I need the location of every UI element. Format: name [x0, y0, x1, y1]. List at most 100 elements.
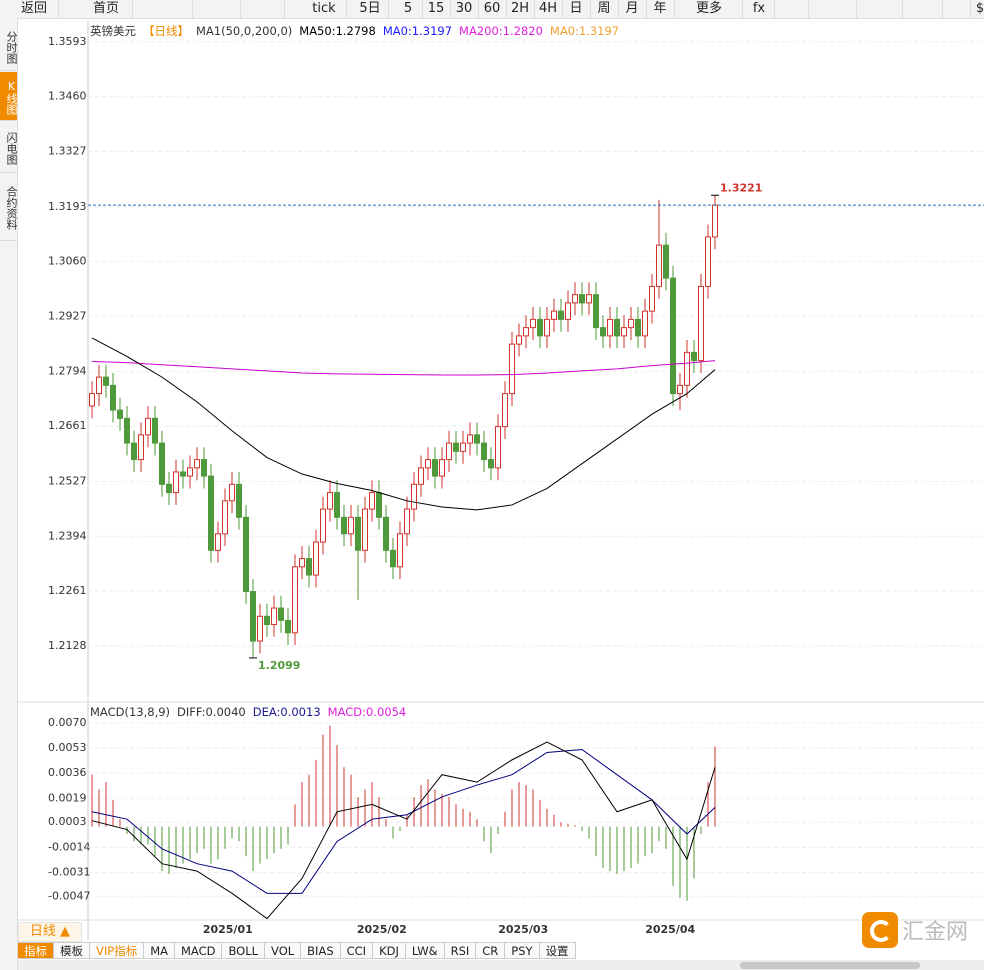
toolbar-button[interactable]: 日 [562, 0, 591, 18]
candle-body [110, 384, 116, 411]
indicator-tab[interactable]: 模板 [54, 942, 90, 959]
indicator-tabs: 指标 模板 VIP指标 MA MACD BOLL VOL BIAS CCI KDJ LW& RSI CR… [18, 942, 576, 959]
toolbar-button[interactable]: 5日 [352, 0, 389, 18]
side-tab[interactable]: 闪电图 [0, 122, 18, 173]
legend-item: MACD(13,8,9) [90, 705, 171, 719]
candle-body [544, 318, 550, 337]
candle-body [509, 343, 515, 395]
candle-body [572, 294, 578, 304]
candle-body [131, 442, 137, 461]
candle-body [166, 483, 172, 494]
toolbar-button[interactable]: $ [970, 0, 984, 18]
candle-body [271, 607, 277, 626]
side-tab[interactable]: K线图 [0, 72, 18, 121]
candle-body [460, 442, 466, 452]
candle-body [180, 471, 186, 477]
toolbar-button[interactable]: 周 [590, 0, 619, 18]
indicator-tab[interactable]: PSY [505, 942, 540, 959]
candle-body [467, 434, 473, 444]
toolbar-button[interactable]: 更多 [676, 0, 743, 18]
candle-body [278, 607, 284, 621]
toolbar-button[interactable]: 年 [646, 0, 675, 18]
candle-body [138, 434, 144, 461]
candle-body [642, 310, 648, 337]
x-tick-label: 2025/02 [357, 923, 407, 936]
candle-body [446, 442, 452, 461]
candle-body [96, 376, 102, 395]
toolbar-button[interactable]: 30 [450, 0, 479, 18]
diff-line [91, 741, 716, 920]
toolbar-icon[interactable] [914, 0, 943, 18]
candle-body [173, 471, 179, 494]
toolbar-icon[interactable] [828, 0, 857, 18]
toolbar-button[interactable]: tick [302, 0, 347, 18]
y-tick-label: 1.2128 [48, 639, 87, 652]
scrollbar [18, 960, 984, 970]
side-tab[interactable]: 分时图 [0, 22, 18, 71]
candle-body [607, 318, 613, 337]
toolbar-button[interactable]: 返回 [10, 0, 59, 18]
candle-body [481, 442, 487, 461]
candle-body [341, 516, 347, 535]
candle-body [698, 285, 704, 362]
candle-body [124, 417, 130, 444]
legend-item: MA1(50,0,200,0) [196, 24, 293, 38]
indicator-tab[interactable]: MA [144, 942, 175, 959]
y-tick-label: 1.2661 [48, 419, 87, 432]
indicator-tab[interactable]: BIAS [301, 942, 341, 959]
toolbar-button[interactable]: fx [744, 0, 775, 18]
indicator-tab[interactable]: RSI [444, 942, 477, 959]
toolbar-icon[interactable] [212, 0, 241, 18]
toolbar-icon[interactable] [874, 0, 903, 18]
toolbar-button[interactable]: 5 [394, 0, 423, 18]
candle-body [117, 409, 123, 419]
toolbar-icon[interactable] [942, 0, 971, 18]
indicator-tab[interactable]: BOLL [222, 942, 266, 959]
legend-item: 英镑美元 [90, 24, 136, 38]
indicator-tab[interactable]: VOL [265, 942, 302, 959]
candle-body [600, 327, 606, 337]
candle-body [292, 566, 298, 634]
y-tick-label: 0.0053 [48, 741, 87, 754]
toolbar-icon[interactable] [164, 0, 193, 18]
toolbar-button[interactable]: 2H [506, 0, 535, 18]
logo-icon [862, 912, 898, 948]
toolbar-button[interactable]: 60 [478, 0, 507, 18]
candle-body [376, 492, 382, 518]
indicator-tab[interactable]: CR [476, 942, 506, 959]
legend-item: MACD:0.0054 [327, 705, 407, 719]
indicator-tab[interactable]: 设置 [539, 942, 576, 959]
candle-body [215, 533, 221, 551]
toolbar-button[interactable]: 月 [618, 0, 647, 18]
legend-item: DIFF:0.0040 [177, 705, 246, 719]
legend-item: MA0:1.3197 [382, 24, 453, 38]
candle-body [159, 442, 165, 485]
candle-body [327, 492, 333, 510]
macd-legend: MACD(13,8,9) DIFF:0.0040 DEA:0.0013 MACD:0.… [90, 705, 413, 719]
period-button[interactable]: 日线 ▲ [18, 922, 82, 942]
y-tick-label: 1.3060 [48, 255, 87, 268]
candle-body [404, 508, 410, 535]
y-tick-label: -0.0047 [48, 889, 90, 902]
toolbar-button[interactable]: 首页 [80, 0, 133, 18]
indicator-tab[interactable]: CCI [340, 942, 374, 959]
indicator-tab[interactable]: 指标 [18, 942, 54, 959]
side-tab[interactable]: 合约资料 [0, 174, 18, 241]
candle-body [635, 318, 641, 337]
indicator-tab[interactable]: VIP指标 [90, 942, 145, 959]
toolbar-icon[interactable] [256, 0, 285, 18]
candle-body [425, 459, 431, 469]
indicator-tab[interactable]: KDJ [373, 942, 406, 959]
scroll-thumb[interactable] [740, 962, 920, 969]
candle-body [705, 236, 711, 287]
candle-body [152, 417, 158, 444]
candle-body [439, 459, 445, 477]
toolbar-button[interactable]: 15 [422, 0, 451, 18]
indicator-tab[interactable]: MACD [175, 942, 223, 959]
toolbar-icon[interactable] [780, 0, 809, 18]
candle-body [530, 318, 536, 329]
y-tick-label: 1.3327 [48, 145, 87, 158]
candle-body [691, 351, 697, 362]
indicator-tab[interactable]: LW& [405, 942, 445, 959]
toolbar-button[interactable]: 4H [534, 0, 563, 18]
